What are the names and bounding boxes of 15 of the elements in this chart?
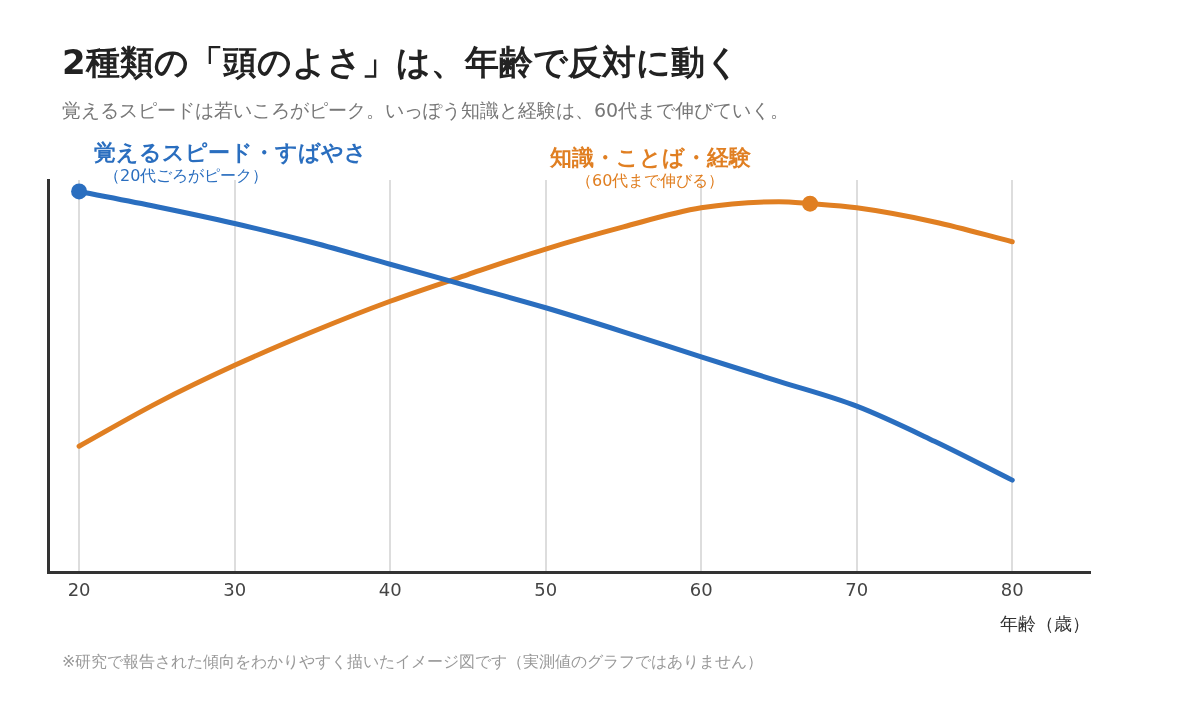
x-axis-title: 年齢（歳） bbox=[1000, 612, 1090, 634]
text: （60代まで伸びる） bbox=[576, 171, 725, 192]
text: （20代ごろがピーク） bbox=[104, 166, 269, 187]
x-tick-label: 50 bbox=[534, 579, 558, 601]
series-label: 知識・ことば・経験 bbox=[549, 145, 751, 170]
x-tick-label: 60 bbox=[689, 579, 713, 601]
x-tick-label: 20 bbox=[67, 579, 91, 601]
x-tick-label: 80 bbox=[1000, 579, 1024, 601]
x-tick-label: 30 bbox=[223, 579, 247, 601]
text: ※研究で報告された傾向をわかりやすく描いたイメージ図です（実測値のグラフではありません） bbox=[62, 652, 764, 673]
x-tick-label: 70 bbox=[845, 579, 869, 601]
x-tick-label: 40 bbox=[378, 579, 402, 601]
series-label: 覚えるスピード・すばやさ bbox=[94, 140, 368, 165]
chart-title: 2種類の「頭のよさ」は、年齢で反対に動く bbox=[62, 41, 740, 84]
chart-subtitle: 覚えるスピードは若いころがピーク。いっぽう知識と経験は、60代まで伸びていく。 bbox=[62, 98, 790, 123]
